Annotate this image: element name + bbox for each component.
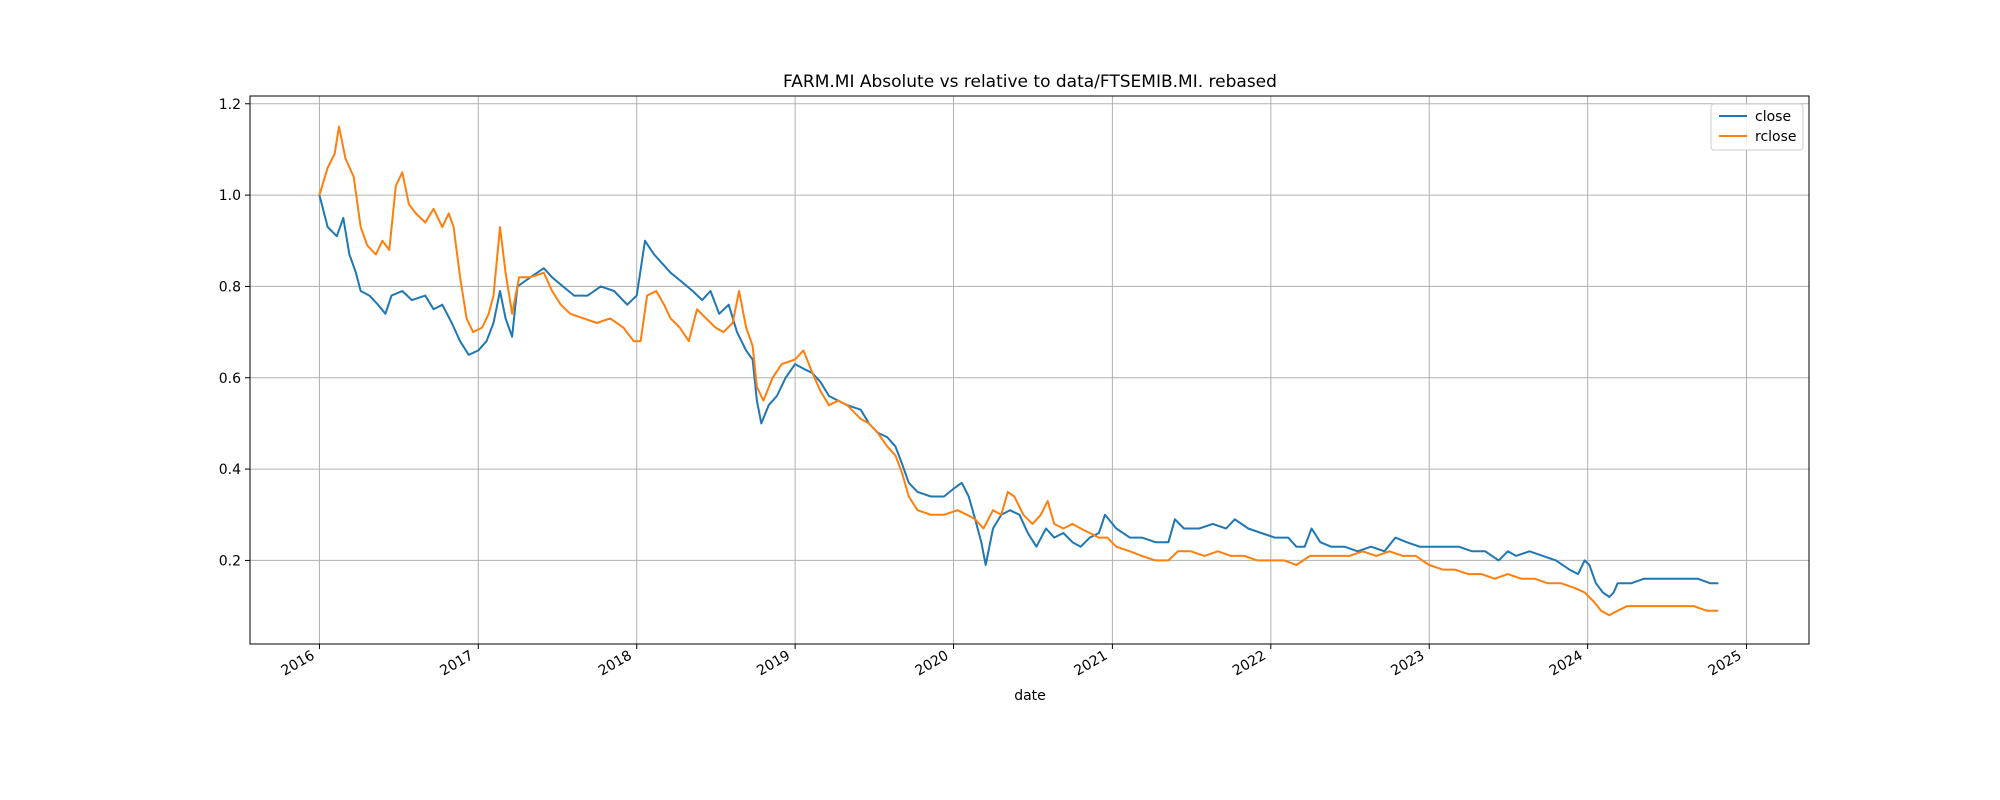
x-axis-title: date [1014, 688, 1046, 704]
legend: close rclose [1710, 103, 1804, 151]
y-tick-label: 0.6 [219, 371, 241, 387]
legend-label-rclose: rclose [1755, 129, 1797, 145]
grid [250, 96, 1809, 644]
y-tick-label: 1.2 [219, 97, 241, 113]
series-line-close [318, 194, 1719, 598]
y-tick-label: 0.4 [219, 462, 241, 478]
chart-title: FARM.MI Absolute vs relative to data/FTS… [783, 72, 1277, 92]
y-axis: 0.2 0.4 0.6 0.8 1.0 1.2 [219, 97, 250, 569]
y-tick-label: 1.0 [219, 188, 241, 204]
legend-label-close: close [1755, 109, 1791, 125]
series-lines [318, 125, 1719, 617]
y-tick-label: 0.8 [219, 279, 241, 295]
plot-frame [249, 95, 1810, 645]
y-tick-label: 0.2 [219, 553, 241, 569]
series-line-rclose [318, 125, 1719, 617]
